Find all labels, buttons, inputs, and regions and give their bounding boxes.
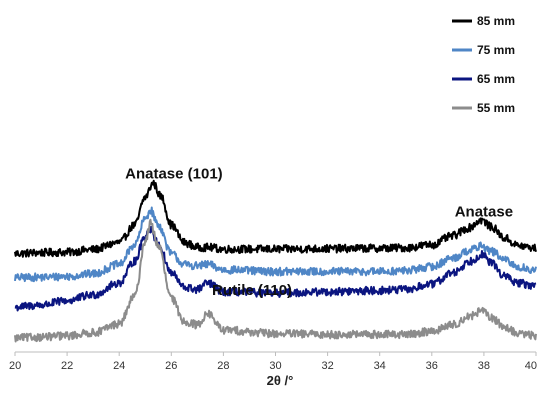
- series-line-65-mm: [14, 225, 537, 312]
- peak-annotation: Anatase: [455, 204, 513, 221]
- x-tick-label: 30: [269, 360, 281, 372]
- legend: 85 mm 75 mm 65 mm 55 mm: [452, 14, 515, 115]
- x-tick-label: 28: [217, 360, 229, 372]
- legend-label: 85 mm: [477, 14, 515, 28]
- x-axis-label: 2θ /°: [267, 373, 294, 388]
- series-line-55-mm: [14, 218, 537, 343]
- legend-label: 65 mm: [477, 72, 515, 86]
- legend-label: 55 mm: [477, 101, 515, 115]
- x-axis: 20 22 24 26 28 30 32 34 36 38 40 2θ /°: [9, 351, 537, 388]
- x-tick-label: 26: [165, 360, 177, 372]
- x-tick-label: 34: [374, 360, 386, 372]
- x-tick-label: 32: [321, 360, 333, 372]
- x-tick-label: 38: [478, 360, 490, 372]
- legend-label: 75 mm: [477, 43, 515, 57]
- x-tick-label: 36: [426, 360, 438, 372]
- peak-annotation: Anatase (101): [125, 166, 223, 183]
- peak-annotation: Rutile (110): [212, 282, 292, 299]
- series-line-75-mm: [14, 206, 537, 283]
- annotation-group: Anatase (101) Anatase Rutile (110): [125, 166, 513, 299]
- x-tick-label: 24: [113, 360, 125, 372]
- x-tick-label: 40: [525, 360, 537, 372]
- plot-series-group: [14, 179, 537, 343]
- series-line-85-mm: [14, 179, 537, 258]
- x-tick-label: 22: [61, 360, 73, 372]
- x-tick-group: 20 22 24 26 28 30 32 34 36 38 40: [9, 352, 537, 372]
- x-tick-label: 20: [9, 360, 21, 372]
